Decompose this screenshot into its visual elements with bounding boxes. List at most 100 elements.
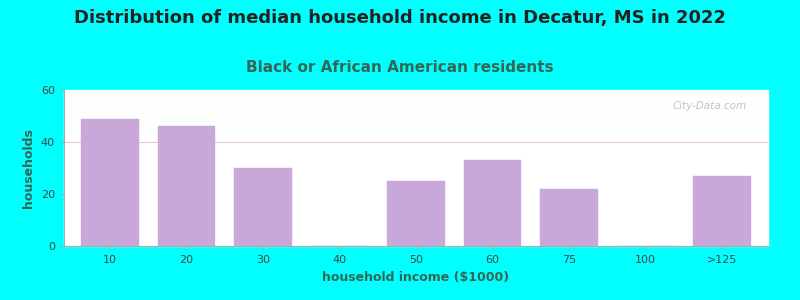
Bar — [64, 191, 768, 192]
Bar — [64, 233, 768, 234]
Bar — [64, 157, 768, 158]
Bar — [64, 162, 768, 163]
Bar — [64, 163, 768, 164]
Bar — [64, 242, 768, 243]
Bar — [64, 121, 768, 122]
Bar — [64, 212, 768, 213]
Bar — [64, 182, 768, 183]
Bar — [64, 101, 768, 102]
Bar — [64, 186, 768, 187]
Bar — [64, 141, 768, 142]
Bar — [64, 198, 768, 199]
Bar — [64, 100, 768, 101]
Bar — [64, 139, 768, 140]
Bar — [64, 165, 768, 166]
Bar — [64, 217, 768, 218]
Bar — [64, 183, 768, 184]
Bar — [64, 98, 768, 99]
Bar — [694, 176, 750, 246]
Bar — [64, 223, 768, 224]
Bar — [64, 205, 768, 206]
Bar — [64, 245, 768, 246]
Bar — [540, 189, 598, 246]
Bar — [64, 106, 768, 107]
Bar — [64, 107, 768, 108]
Bar — [64, 171, 768, 172]
Bar — [64, 130, 768, 131]
Y-axis label: households: households — [22, 128, 35, 208]
Bar — [64, 132, 768, 133]
Bar — [387, 181, 445, 246]
Bar — [158, 126, 215, 246]
Bar — [64, 113, 768, 114]
Bar — [64, 116, 768, 117]
Bar — [64, 126, 768, 127]
Bar — [64, 109, 768, 110]
Bar — [64, 199, 768, 200]
Bar — [64, 153, 768, 154]
Bar — [64, 236, 768, 237]
Bar — [64, 160, 768, 161]
Bar — [64, 133, 768, 134]
Bar — [64, 138, 768, 139]
Bar — [64, 216, 768, 217]
Bar — [64, 185, 768, 186]
Bar — [64, 238, 768, 239]
Bar — [64, 95, 768, 96]
Bar — [64, 190, 768, 191]
Bar — [64, 167, 768, 168]
Bar — [234, 168, 292, 246]
Bar — [64, 124, 768, 125]
Bar — [64, 196, 768, 197]
Bar — [64, 204, 768, 205]
Bar — [64, 230, 768, 231]
Bar — [64, 181, 768, 182]
Bar — [64, 104, 768, 105]
Bar — [64, 197, 768, 198]
Bar — [64, 90, 768, 91]
Bar — [64, 168, 768, 169]
Bar — [64, 235, 768, 236]
Bar — [64, 102, 768, 103]
Bar — [64, 229, 768, 230]
Bar — [64, 146, 768, 147]
Bar — [64, 206, 768, 207]
Bar — [64, 239, 768, 240]
Bar — [64, 194, 768, 195]
Bar — [64, 202, 768, 203]
Bar — [64, 134, 768, 135]
Bar — [64, 218, 768, 219]
Bar — [64, 161, 768, 162]
Bar — [64, 142, 768, 143]
Bar — [64, 140, 768, 141]
Bar — [64, 208, 768, 209]
Bar — [64, 237, 768, 238]
Bar — [64, 200, 768, 201]
Bar — [64, 136, 768, 137]
Bar — [64, 172, 768, 173]
Bar — [64, 180, 768, 181]
Bar — [64, 156, 768, 157]
Bar — [64, 176, 768, 177]
Bar — [64, 105, 768, 106]
Bar — [64, 214, 768, 215]
Bar — [64, 215, 768, 216]
Bar — [64, 219, 768, 220]
Bar — [64, 119, 768, 120]
Bar — [64, 224, 768, 225]
Bar — [64, 92, 768, 93]
Bar — [64, 220, 768, 221]
Bar — [64, 112, 768, 113]
Bar — [64, 187, 768, 188]
Bar — [64, 178, 768, 179]
Bar — [64, 240, 768, 241]
Bar — [64, 149, 768, 150]
Bar — [64, 94, 768, 95]
Bar — [64, 174, 768, 175]
Bar — [64, 195, 768, 196]
Bar — [64, 179, 768, 180]
Bar — [64, 93, 768, 94]
Bar — [64, 209, 768, 210]
Bar — [64, 193, 768, 194]
Bar — [64, 96, 768, 97]
